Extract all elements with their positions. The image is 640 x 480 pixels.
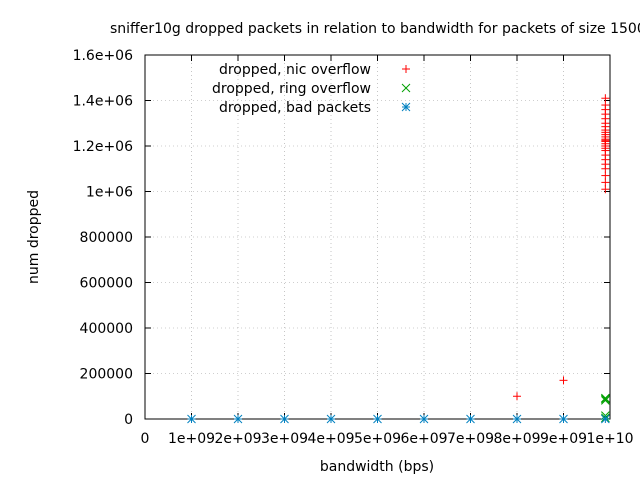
x-tick-label: 8e+09 bbox=[493, 431, 540, 447]
data-point bbox=[512, 414, 522, 424]
x-tick-label: 5e+09 bbox=[354, 431, 401, 447]
x-tick-label: 0 bbox=[141, 431, 150, 447]
legend-label: dropped, nic overflow bbox=[219, 62, 371, 78]
legend: dropped, nic overflow dropped, ring overf… bbox=[212, 62, 411, 116]
series-3 bbox=[187, 414, 610, 424]
y-tick-label: 1e+06 bbox=[86, 185, 133, 201]
y-tick-label: 1.2e+06 bbox=[73, 139, 134, 155]
data-point bbox=[559, 376, 568, 385]
x-tick-label: 4e+09 bbox=[307, 431, 354, 447]
chart-title: sniffer10g dropped packets in relation t… bbox=[110, 21, 640, 37]
legend-marker bbox=[401, 102, 411, 112]
data-point bbox=[600, 394, 610, 404]
data-point bbox=[233, 414, 243, 424]
data-point bbox=[600, 395, 610, 405]
x-tick-label: 7e+09 bbox=[447, 431, 494, 447]
y-tick-label: 0 bbox=[124, 412, 133, 428]
x-tick-label: 1e+10 bbox=[586, 431, 633, 447]
axis-ticks: 0 200000 400000 600000 800000 1e+06 1.2e+06 1.4… bbox=[73, 48, 634, 447]
x-tick-label: 1e+09 bbox=[168, 431, 215, 447]
data-point bbox=[600, 414, 610, 424]
data-point bbox=[601, 178, 610, 187]
legend-label: dropped, bad packets bbox=[219, 100, 371, 116]
legend-label: dropped, ring overflow bbox=[212, 81, 371, 97]
y-tick-label: 200000 bbox=[80, 367, 133, 383]
data-point bbox=[466, 414, 475, 424]
x-tick-label: 2e+09 bbox=[214, 431, 261, 447]
y-tick-label: 400000 bbox=[80, 321, 133, 337]
data-points bbox=[187, 94, 610, 424]
y-axis-label: num dropped bbox=[26, 190, 42, 284]
data-point bbox=[326, 414, 336, 424]
data-point bbox=[601, 171, 610, 180]
data-point bbox=[187, 414, 196, 424]
y-tick-label: 800000 bbox=[80, 230, 133, 246]
x-tick-label: 6e+09 bbox=[400, 431, 447, 447]
data-point bbox=[601, 101, 610, 110]
data-point bbox=[559, 414, 568, 424]
x-axis-label: bandwidth (bps) bbox=[320, 459, 434, 475]
grid bbox=[145, 55, 610, 419]
data-point bbox=[600, 393, 610, 403]
data-point bbox=[373, 414, 382, 424]
series-1 bbox=[513, 94, 610, 401]
y-tick-label: 1.4e+06 bbox=[73, 94, 134, 110]
x-tick-label: 3e+09 bbox=[261, 431, 308, 447]
data-point bbox=[513, 392, 521, 401]
data-point bbox=[280, 414, 289, 424]
data-point bbox=[601, 185, 610, 194]
x-tick-label: 9e+09 bbox=[540, 431, 587, 447]
data-point bbox=[419, 414, 429, 424]
legend-marker bbox=[401, 83, 411, 93]
data-point bbox=[601, 94, 610, 103]
y-tick-label: 600000 bbox=[80, 276, 133, 292]
legend-marker bbox=[402, 65, 410, 73]
y-tick-label: 1.6e+06 bbox=[73, 48, 134, 64]
